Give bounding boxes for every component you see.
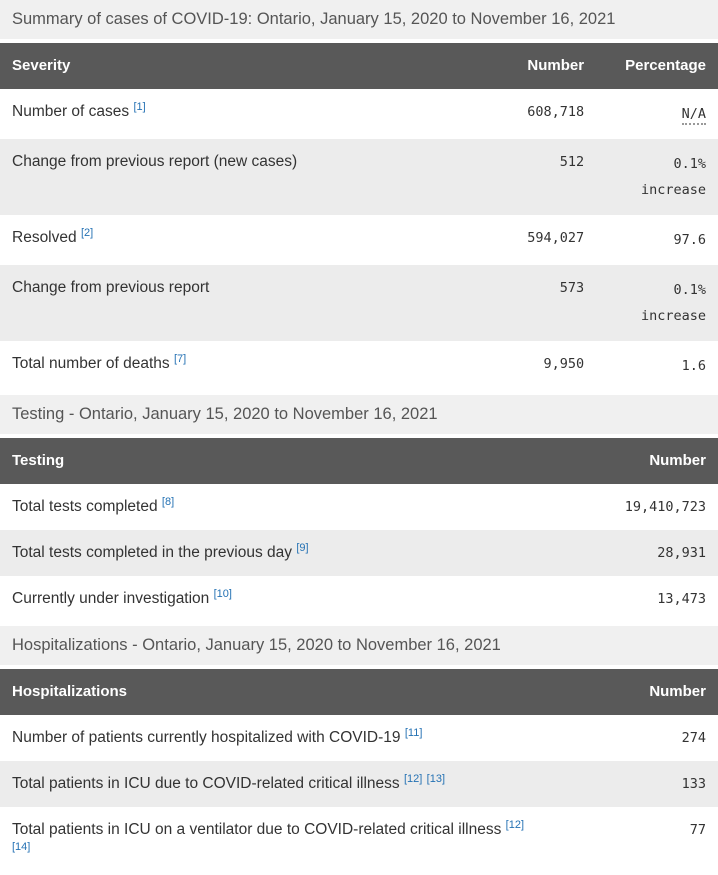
column-header-severity: Severity [0, 43, 468, 89]
testing-header-row: Testing Number [0, 438, 718, 484]
row-number: 28,931 [556, 530, 718, 576]
row-number: 77 [689, 822, 706, 838]
footnote-link[interactable]: [8] [161, 495, 175, 508]
row-label-cell: Total patients in ICU due to COVID-relat… [0, 761, 556, 807]
row-label: Currently under investigation [12, 590, 210, 607]
row-label: Total tests completed [12, 498, 158, 515]
row-number: 594,027 [527, 230, 585, 246]
hospitalizations-header-row: Hospitalizations Number [0, 669, 718, 715]
summary-table: Severity Number Percentage Number of cas… [0, 43, 718, 391]
row-label: Total tests completed in the previous da… [12, 544, 293, 561]
table-row: Total patients in ICU due to COVID-relat… [0, 761, 718, 807]
column-header-number: Number [556, 669, 718, 715]
footnote-link[interactable]: [2] [80, 226, 94, 239]
row-label-cell: Number of patients currently hospitalize… [0, 715, 556, 761]
row-number: 512 [467, 139, 603, 215]
row-label-cell: Change from previous report [0, 265, 468, 341]
summary-section: Summary of cases of COVID-19: Ontario, J… [0, 0, 718, 391]
column-header-number: Number [556, 438, 718, 484]
row-label: Number of cases [12, 103, 130, 120]
row-label-cell: Resolved [2] [0, 215, 468, 265]
row-label: Total patients in ICU due to COVID-relat… [12, 775, 400, 792]
footnote-link[interactable]: [13] [426, 772, 446, 785]
footnote-link[interactable]: [1] [133, 100, 146, 113]
table-row: Total tests completed [8] 19,410,723 [0, 484, 718, 530]
footnote-ref: [12] [506, 819, 524, 831]
row-label: Change from previous report (new cases) [12, 153, 298, 170]
footnote-ref: [12] [404, 773, 422, 785]
table-row: Currently under investigation [10] 13,47… [0, 576, 718, 622]
footnote-ref: [9] [296, 542, 308, 554]
footnote-ref: [1] [133, 101, 145, 113]
row-percentage: N/A [602, 89, 718, 139]
table-row: Total number of deaths [7] 9,950 1.6 [0, 341, 718, 391]
footnote-link[interactable]: [11] [404, 726, 423, 739]
testing-table: Testing Number Total tests completed [8]… [0, 438, 718, 622]
column-header-number: Number [467, 43, 603, 89]
row-label-cell: Total tests completed in the previous da… [0, 530, 556, 576]
row-number: 274 [681, 730, 706, 746]
row-percentage: 1.6 [681, 358, 706, 374]
summary-header-row: Severity Number Percentage [0, 43, 718, 89]
hospitalizations-section: Hospitalizations - Ontario, January 15, … [0, 626, 718, 875]
footnote-ref: [7] [174, 353, 186, 365]
row-label: Total patients in ICU on a ventilator du… [12, 821, 502, 838]
footnote-link[interactable]: [12] [403, 772, 423, 785]
na-abbr: N/A [681, 106, 706, 125]
row-number: 19,410,723 [624, 499, 706, 515]
footnote-ref: [14] [12, 841, 30, 853]
row-number: 608,718 [527, 104, 585, 120]
row-number: 573 [467, 265, 603, 341]
column-header-hospitalizations: Hospitalizations [0, 669, 556, 715]
footnote-ref: [13] [427, 773, 445, 785]
table-row: Change from previous report 573 0.1% inc… [0, 265, 718, 341]
footnote-link[interactable]: [14] [12, 840, 31, 853]
row-label: Change from previous report [12, 279, 210, 296]
row-label-cell: Currently under investigation [10] [0, 576, 556, 622]
table-row: Change from previous report (new cases) … [0, 139, 718, 215]
footnote-link[interactable]: [7] [174, 352, 187, 365]
row-label-cell: Total number of deaths [7] [0, 341, 468, 391]
hospitalizations-caption: Hospitalizations - Ontario, January 15, … [0, 626, 718, 665]
table-row: Total patients in ICU on a ventilator du… [0, 807, 718, 875]
row-label-cell: Total tests completed [8] [0, 484, 556, 530]
footnote-ref: [11] [405, 727, 423, 739]
column-header-percentage: Percentage [602, 43, 718, 89]
row-percentage: 97.6 [673, 232, 706, 248]
row-label: Total number of deaths [12, 355, 170, 372]
testing-section: Testing - Ontario, January 15, 2020 to N… [0, 395, 718, 622]
hospitalizations-table: Hospitalizations Number Number of patien… [0, 669, 718, 875]
table-row: Number of patients currently hospitalize… [0, 715, 718, 761]
row-percentage: 0.1% increase [602, 139, 718, 215]
footnote-ref: [2] [81, 227, 93, 239]
footnote-link[interactable]: [12] [505, 818, 525, 831]
table-row: Resolved [2] 594,027 97.6 [0, 215, 718, 265]
footnote-ref: [8] [162, 496, 174, 508]
row-number: 133 [556, 761, 718, 807]
summary-caption: Summary of cases of COVID-19: Ontario, J… [0, 0, 718, 39]
row-label-cell: Total patients in ICU on a ventilator du… [0, 807, 556, 875]
row-percentage: 0.1% increase [602, 265, 718, 341]
row-label-cell: Change from previous report (new cases) [0, 139, 468, 215]
table-row: Total tests completed in the previous da… [0, 530, 718, 576]
column-header-testing: Testing [0, 438, 556, 484]
footnote-ref: [10] [214, 588, 232, 600]
row-label: Resolved [12, 229, 77, 246]
footnote-link[interactable]: [10] [213, 587, 232, 600]
table-row: Number of cases [1] 608,718 N/A [0, 89, 718, 139]
testing-caption: Testing - Ontario, January 15, 2020 to N… [0, 395, 718, 434]
row-label: Number of patients currently hospitalize… [12, 729, 401, 746]
row-number: 9,950 [543, 356, 585, 372]
footnote-link[interactable]: [9] [296, 541, 309, 554]
row-number: 13,473 [657, 591, 706, 607]
row-label-cell: Number of cases [1] [0, 89, 468, 139]
